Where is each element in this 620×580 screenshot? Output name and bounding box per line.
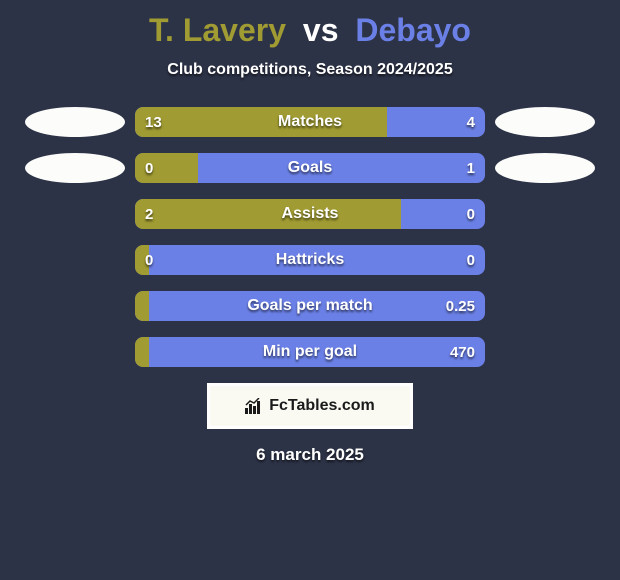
stat-bar: 0Goals1 <box>135 153 485 183</box>
player2-oval <box>495 107 595 137</box>
stat-bar: 0Hattricks0 <box>135 245 485 275</box>
oval-spacer <box>495 291 595 321</box>
stat-bar-left <box>135 245 149 275</box>
stat-value-right: 0 <box>467 199 475 229</box>
stat-label: Goals per match <box>135 291 485 321</box>
oval-spacer <box>25 245 125 275</box>
comparison-chart: 13Matches40Goals12Assists00Hattricks0Goa… <box>25 107 595 367</box>
stat-bar-left <box>135 199 401 229</box>
stat-label: Min per goal <box>135 337 485 367</box>
oval-spacer <box>495 337 595 367</box>
player2-name: Debayo <box>355 12 471 48</box>
oval-spacer <box>25 199 125 229</box>
player2-oval <box>495 153 595 183</box>
stat-bar-left <box>135 337 149 367</box>
stat-bar: 13Matches4 <box>135 107 485 137</box>
stat-bar: Goals per match0.25 <box>135 291 485 321</box>
oval-spacer <box>495 245 595 275</box>
stat-value-right: 0.25 <box>446 291 475 321</box>
stat-value-right: 470 <box>450 337 475 367</box>
stat-value-right: 4 <box>467 107 475 137</box>
stat-row: Min per goal470 <box>25 337 595 367</box>
stat-bar: 2Assists0 <box>135 199 485 229</box>
oval-spacer <box>25 291 125 321</box>
stat-bar-left <box>135 291 149 321</box>
stat-bar-left <box>135 107 387 137</box>
stat-value-right: 1 <box>467 153 475 183</box>
stat-row: 0Hattricks0 <box>25 245 595 275</box>
stat-label: Hattricks <box>135 245 485 275</box>
player1-name: T. Lavery <box>149 12 286 48</box>
stat-row: 13Matches4 <box>25 107 595 137</box>
oval-spacer <box>495 199 595 229</box>
stat-value-right: 0 <box>467 245 475 275</box>
stat-row: 0Goals1 <box>25 153 595 183</box>
vs-separator: vs <box>303 12 339 48</box>
subtitle: Club competitions, Season 2024/2025 <box>0 61 620 79</box>
stat-row: 2Assists0 <box>25 199 595 229</box>
player1-oval <box>25 107 125 137</box>
stat-bar-left <box>135 153 198 183</box>
oval-spacer <box>25 337 125 367</box>
player1-oval <box>25 153 125 183</box>
chart-icon <box>245 398 263 414</box>
stat-row: Goals per match0.25 <box>25 291 595 321</box>
stat-bar: Min per goal470 <box>135 337 485 367</box>
footer-date: 6 march 2025 <box>0 445 620 465</box>
comparison-title: T. Lavery vs Debayo <box>0 0 620 49</box>
source-badge: FcTables.com <box>207 383 413 429</box>
source-badge-text: FcTables.com <box>269 397 375 415</box>
